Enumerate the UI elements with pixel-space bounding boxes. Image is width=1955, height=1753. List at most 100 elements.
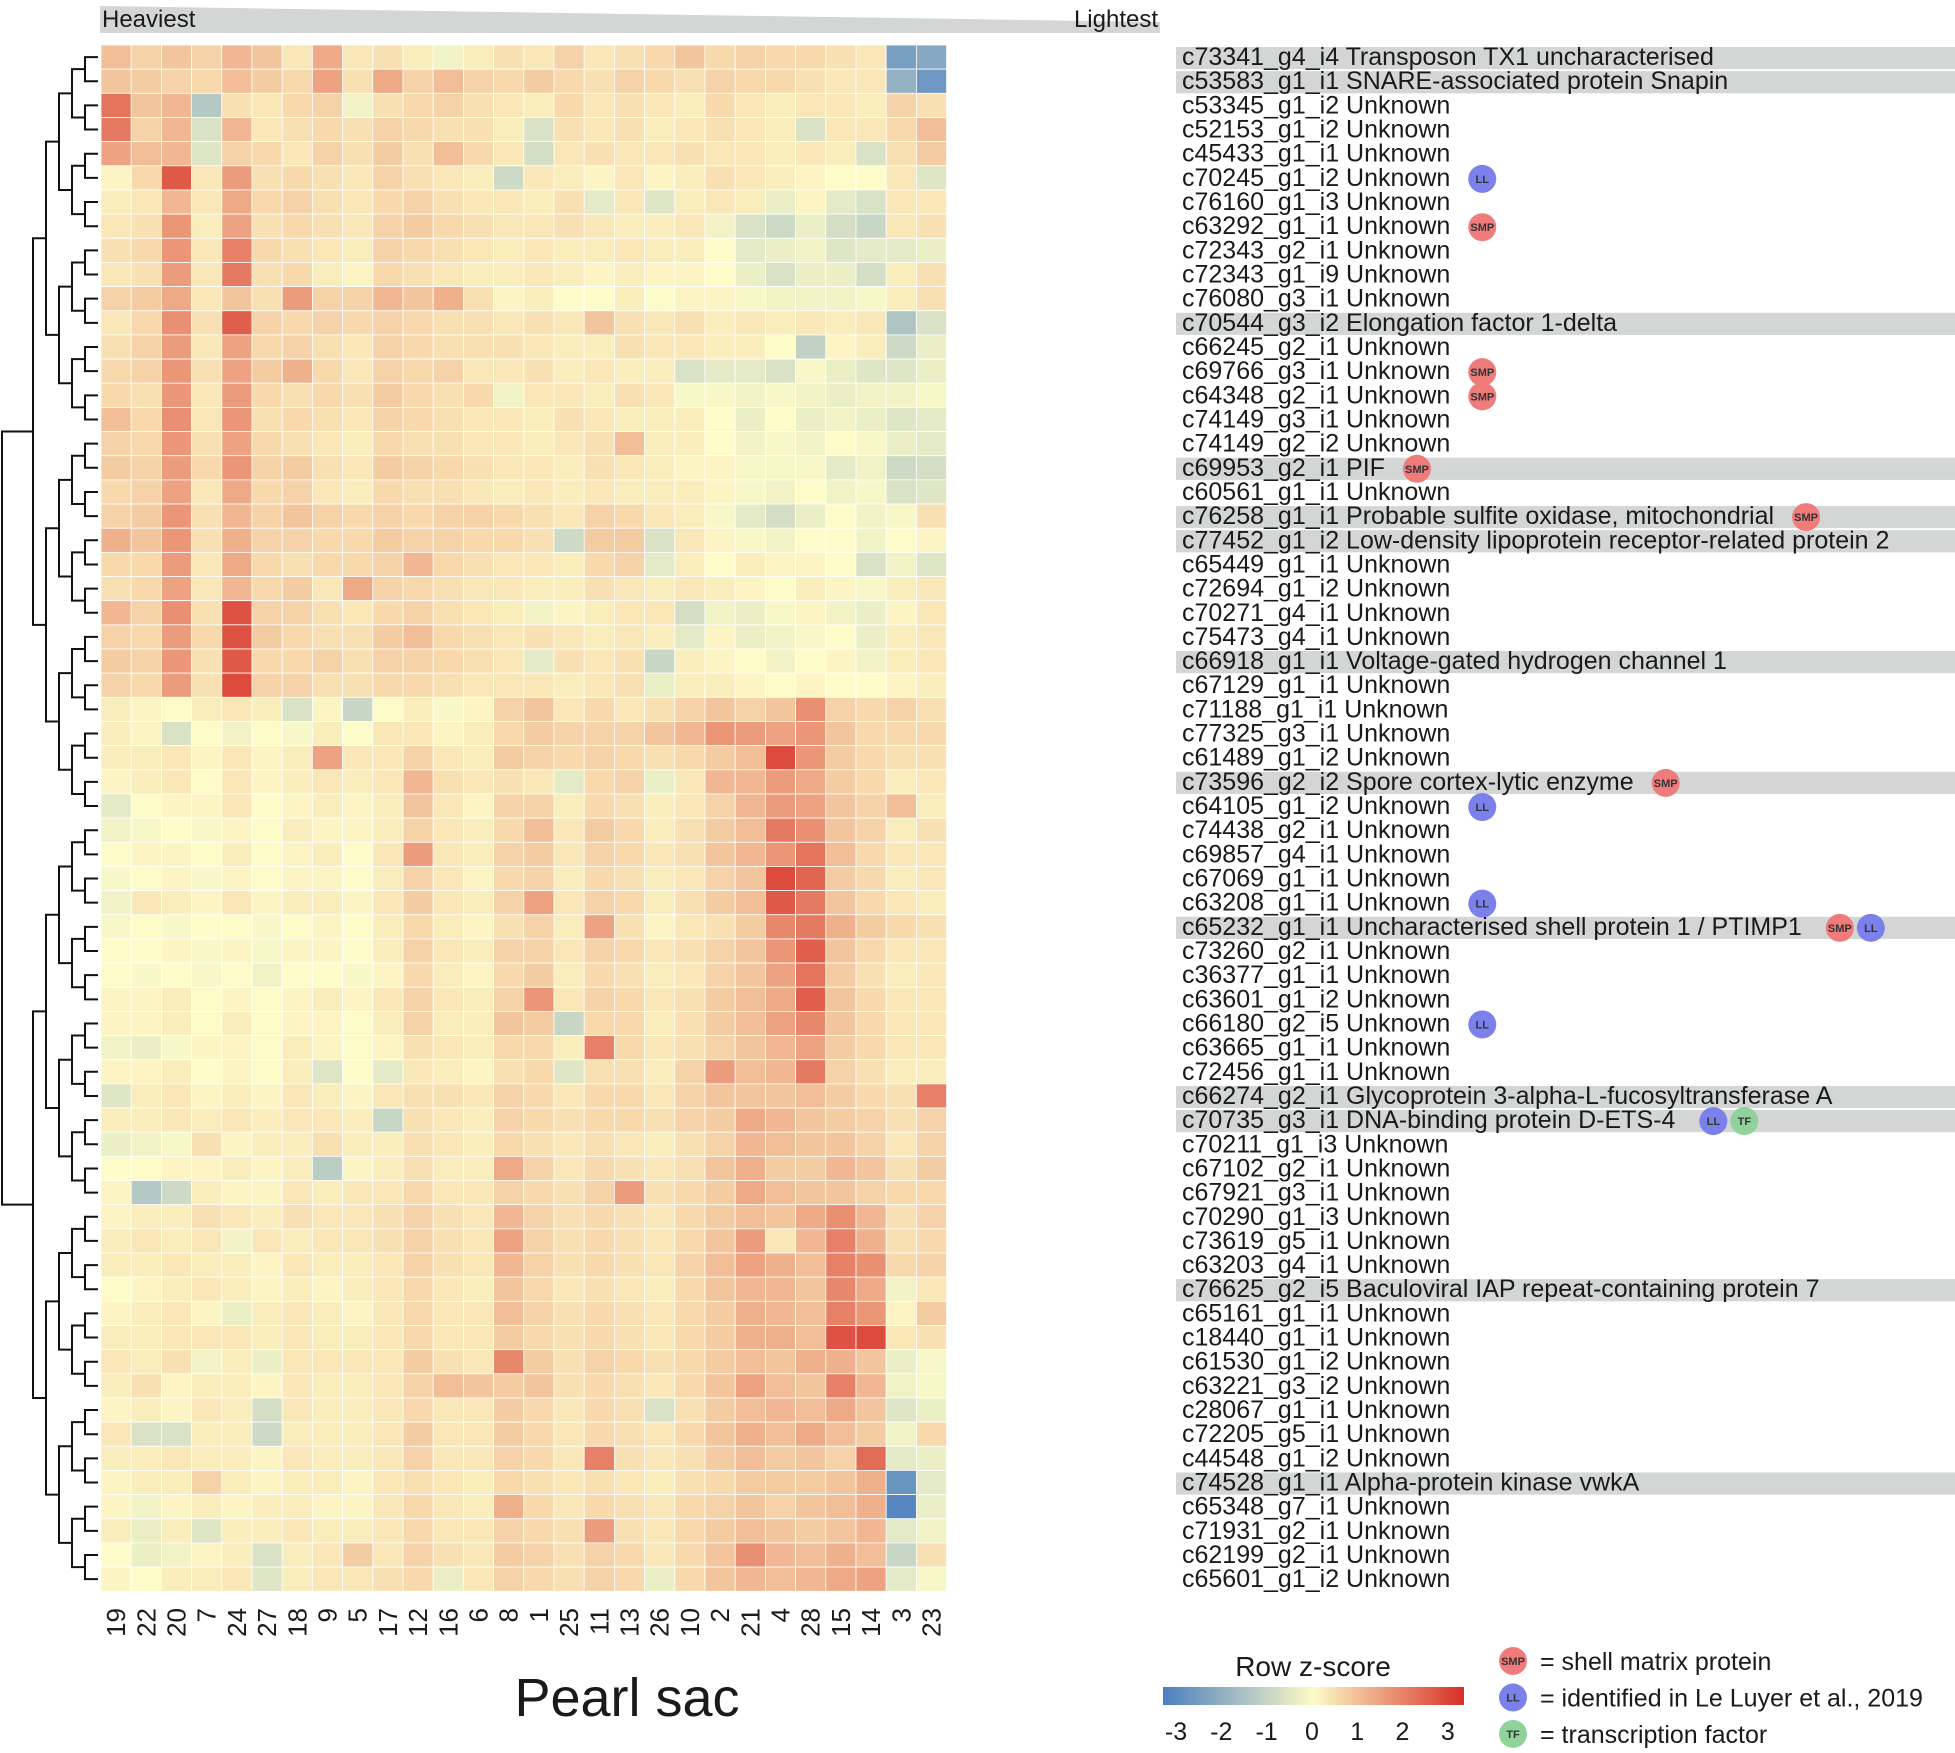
- heatmap-cell: [191, 1107, 223, 1133]
- color-key-tick: -2: [1210, 1718, 1232, 1746]
- heatmap-cell: [674, 165, 706, 191]
- heatmap-cell: [221, 406, 253, 432]
- heatmap-cell: [644, 479, 676, 505]
- heatmap-cell: [432, 1011, 464, 1036]
- heatmap-cell: [916, 648, 948, 674]
- heatmap-cell: [765, 624, 797, 650]
- heatmap-cell: [493, 841, 525, 867]
- heatmap-cell: [916, 44, 948, 70]
- heatmap-cell: [734, 503, 766, 529]
- heatmap-cell: [493, 1518, 525, 1544]
- heatmap-cell: [221, 1349, 253, 1375]
- badge-text: LL: [1707, 1116, 1721, 1128]
- row-name: Unknown: [1346, 1541, 1450, 1569]
- heatmap-cell: [795, 213, 827, 239]
- heatmap-cell: [765, 262, 797, 288]
- heatmap-cell: [734, 1276, 766, 1302]
- badge-circle: [1699, 1107, 1728, 1136]
- heatmap-cell: [130, 1107, 162, 1133]
- heatmap-cell: [583, 68, 615, 94]
- heatmap-cell: [644, 1107, 676, 1133]
- heatmap-cell: [462, 1397, 494, 1423]
- heatmap-cell: [191, 1445, 223, 1471]
- heatmap-cell: [674, 1276, 706, 1302]
- column-label: 15: [826, 1608, 856, 1637]
- heatmap-cell: [160, 817, 192, 843]
- heatmap-cell: [281, 479, 313, 505]
- heatmap-cell: [493, 1373, 525, 1399]
- dendrogram-branch: [58, 478, 72, 578]
- heatmap-cell: [160, 1397, 192, 1423]
- row-name: Unknown: [1346, 116, 1450, 144]
- heatmap-cell: [704, 696, 736, 722]
- heatmap-cell: [342, 141, 374, 167]
- row-name: SNARE-associated protein Snapin: [1346, 67, 1728, 95]
- heatmap-cell: [493, 1107, 525, 1133]
- heatmap-cell: [432, 92, 464, 118]
- row-label: c61530_g1_i2 Unknown: [1182, 1348, 1450, 1376]
- heatmap-cell: [704, 1518, 736, 1544]
- heatmap-cell: [704, 1252, 736, 1278]
- heatmap-cell: [402, 672, 434, 698]
- heatmap-cell: [402, 1155, 434, 1181]
- heatmap-cell: [644, 237, 676, 263]
- heatmap-cell: [523, 189, 555, 215]
- row-id: c18440_g1_i1: [1182, 1324, 1346, 1352]
- heatmap-cell: [523, 455, 555, 481]
- heatmap-cell: [885, 1011, 917, 1036]
- heatmap-cell: [855, 866, 887, 892]
- row-id: c72343_g1_i9: [1182, 261, 1346, 289]
- heatmap-cell: [704, 1421, 736, 1447]
- heatmap-cell: [402, 1373, 434, 1399]
- heatmap-cell: [825, 1494, 857, 1520]
- heatmap-cell: [191, 1059, 223, 1085]
- heatmap-cell: [553, 986, 585, 1012]
- heatmap-cell: [916, 527, 948, 553]
- dendrogram-branch: [84, 829, 98, 856]
- heatmap-cell: [493, 938, 525, 964]
- heatmap-cell: [885, 672, 917, 698]
- heatmap-cell: [916, 1107, 948, 1133]
- heatmap-cell: [221, 479, 253, 505]
- heatmap-cell: [221, 1276, 253, 1302]
- heatmap-cell: [765, 1155, 797, 1181]
- badge-text: SMP: [1470, 391, 1494, 403]
- heatmap-cell: [825, 455, 857, 481]
- heatmap-cell: [855, 68, 887, 94]
- heatmap-cell: [916, 117, 948, 143]
- heatmap-cell: [311, 1131, 343, 1157]
- heatmap-cell: [825, 576, 857, 602]
- dendrogram-branch: [84, 684, 98, 711]
- heatmap-cell: [160, 696, 192, 722]
- heatmap-cell: [644, 938, 676, 964]
- heatmap-cell: [674, 1252, 706, 1278]
- heatmap-cell: [523, 1228, 555, 1254]
- heatmap-cell: [311, 382, 343, 408]
- heatmap-cell: [523, 1566, 555, 1592]
- heatmap-cell: [795, 1300, 827, 1326]
- heatmap-cell: [885, 648, 917, 674]
- heatmap-cell: [493, 237, 525, 263]
- heatmap-cell: [855, 1349, 887, 1375]
- heatmap-cell: [191, 358, 223, 384]
- heatmap-cell: [462, 696, 494, 722]
- heatmap-cell: [614, 1131, 646, 1157]
- heatmap-cell: [734, 938, 766, 964]
- heatmap-cell: [160, 1325, 192, 1351]
- heatmap-cell: [795, 1059, 827, 1085]
- heatmap-cell: [191, 745, 223, 771]
- heatmap-cell: [885, 503, 917, 529]
- heatmap-cell: [674, 1107, 706, 1133]
- heatmap-cell: [160, 1300, 192, 1326]
- heatmap-cell: [614, 1059, 646, 1085]
- heatmap-cell: [372, 1035, 404, 1061]
- heatmap-cell: [583, 286, 615, 312]
- heatmap-cell: [311, 1204, 343, 1230]
- row-label: c67129_g1_i1 Unknown: [1182, 671, 1450, 699]
- row-id: c70735_g3_i1: [1182, 1106, 1346, 1134]
- row-highlight-band: [1176, 530, 1955, 553]
- legend-badge-circle: [1499, 1647, 1527, 1675]
- row-name: DNA-binding protein D-ETS-4: [1346, 1106, 1675, 1134]
- heatmap-cell: [160, 1131, 192, 1157]
- row-name: Unknown: [1346, 1420, 1450, 1448]
